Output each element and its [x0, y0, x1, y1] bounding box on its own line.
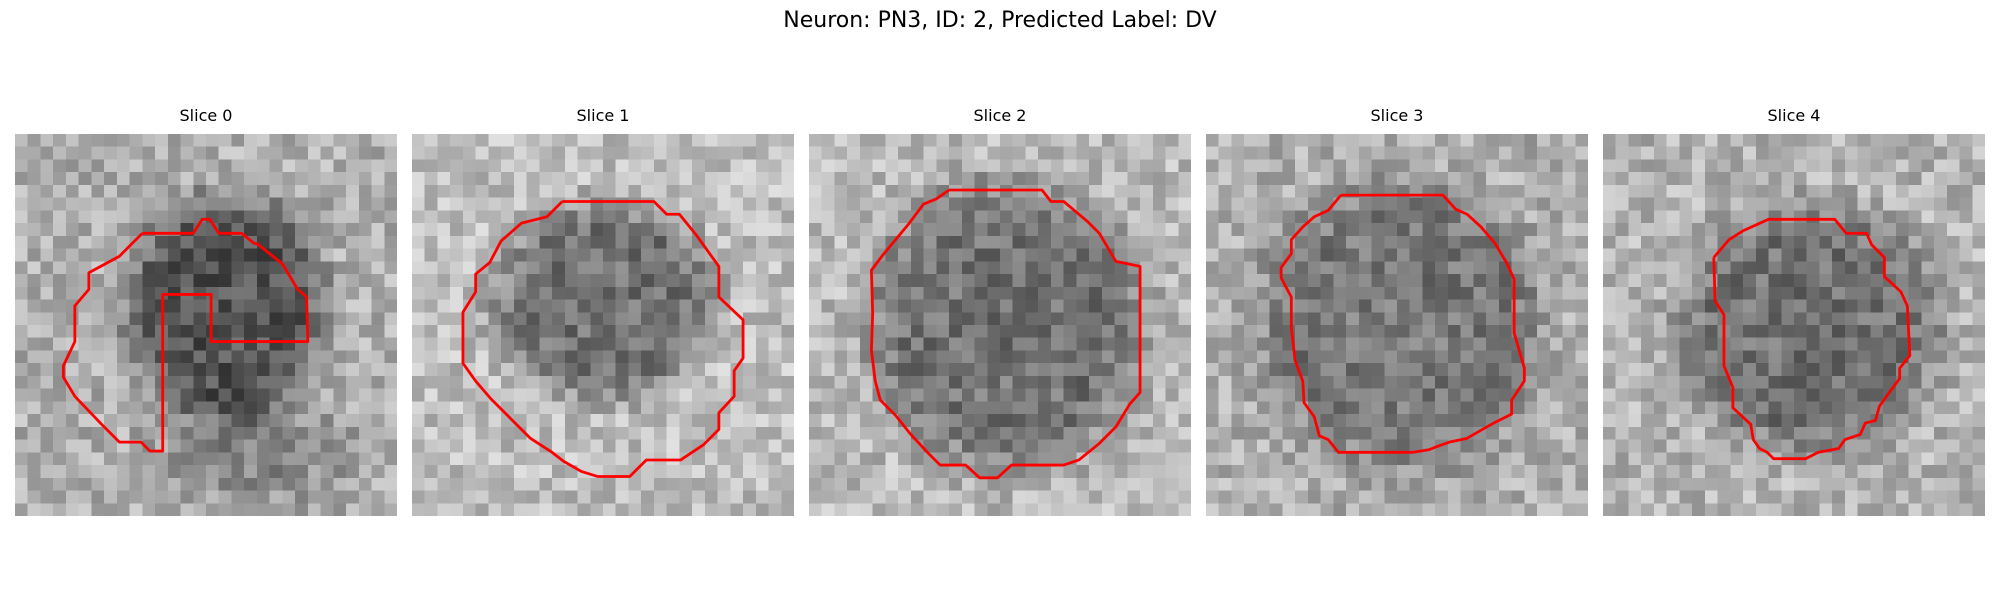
slice-image-4 — [1603, 134, 1985, 516]
slice-title-2: Slice 2 — [973, 106, 1027, 125]
slice-panel-4: Slice 4 — [1603, 106, 1985, 516]
segmentation-contour — [61, 217, 310, 453]
segmentation-contour — [461, 200, 745, 478]
segmentation-contour — [1712, 217, 1912, 461]
slice-panel-2: Slice 2 — [809, 106, 1191, 516]
slice-panel-0: Slice 0 — [15, 106, 397, 516]
slice-image-0 — [15, 134, 397, 516]
slice-title-1: Slice 1 — [576, 106, 630, 125]
segmentation-contour — [869, 188, 1142, 480]
segmentation-contour — [1279, 193, 1526, 454]
slice-title-3: Slice 3 — [1370, 106, 1424, 125]
slice-panel-1: Slice 1 — [412, 106, 794, 516]
slice-image-1 — [412, 134, 794, 516]
slice-title-4: Slice 4 — [1767, 106, 1821, 125]
slice-title-0: Slice 0 — [179, 106, 233, 125]
slice-panel-3: Slice 3 — [1206, 106, 1588, 516]
slice-image-2 — [809, 134, 1191, 516]
figure-title: Neuron: PN3, ID: 2, Predicted Label: DV — [783, 8, 1217, 33]
slice-image-3 — [1206, 134, 1588, 516]
